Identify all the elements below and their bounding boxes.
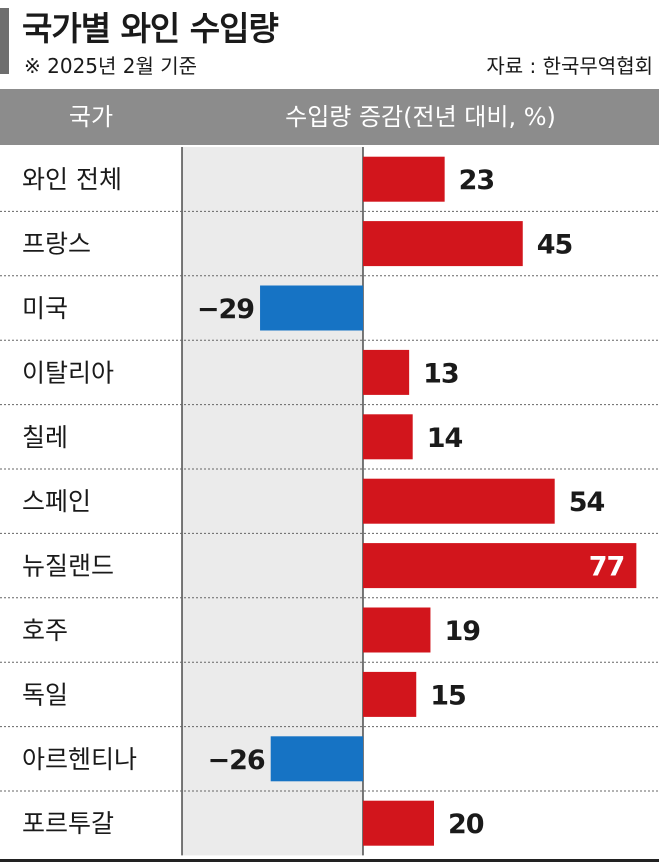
chart-title: 국가별 와인 수입량 xyxy=(22,9,279,48)
header-country: 국가 xyxy=(68,103,114,131)
header-change: 수입량 증감(전년 대비, %) xyxy=(285,103,556,131)
country-label: 와인 전체 xyxy=(22,165,122,194)
value-label: 19 xyxy=(444,616,480,647)
source-note: 자료 : 한국무역협회 xyxy=(486,54,653,78)
country-label: 칠레 xyxy=(22,423,68,452)
value-label: 20 xyxy=(448,809,484,840)
bar xyxy=(363,607,431,653)
bar xyxy=(363,349,410,395)
country-label: 미국 xyxy=(22,294,68,323)
bar xyxy=(270,736,363,782)
bar xyxy=(363,156,445,202)
bar xyxy=(363,671,417,717)
bar xyxy=(260,285,363,331)
value-label: −26 xyxy=(207,745,264,776)
country-label: 독일 xyxy=(22,680,68,709)
bar xyxy=(363,414,413,460)
country-label: 이탈리아 xyxy=(22,358,114,387)
bar xyxy=(363,221,523,267)
country-label: 스페인 xyxy=(22,487,91,516)
bottom-rule xyxy=(0,859,659,862)
country-label: 포르투갈 xyxy=(22,809,114,838)
value-label: −29 xyxy=(197,294,254,325)
value-label: 77 xyxy=(589,552,625,583)
country-label: 아르헨티나 xyxy=(22,745,137,774)
value-label: 14 xyxy=(427,423,463,454)
table-header: 국가 수입량 증감(전년 대비, %) xyxy=(0,89,659,145)
bar xyxy=(363,478,555,524)
bar xyxy=(363,800,434,846)
country-label: 프랑스 xyxy=(22,230,91,259)
value-label: 45 xyxy=(537,230,573,261)
bar xyxy=(363,543,637,589)
title-accent-bar xyxy=(0,8,9,74)
value-label: 15 xyxy=(430,680,466,711)
value-label: 23 xyxy=(459,165,495,196)
value-label: 13 xyxy=(423,358,459,389)
country-label: 뉴질랜드 xyxy=(22,552,114,581)
date-note: ※ 2025년 2월 기준 xyxy=(24,54,198,78)
country-label: 호주 xyxy=(22,616,68,645)
value-label: 54 xyxy=(569,487,605,518)
